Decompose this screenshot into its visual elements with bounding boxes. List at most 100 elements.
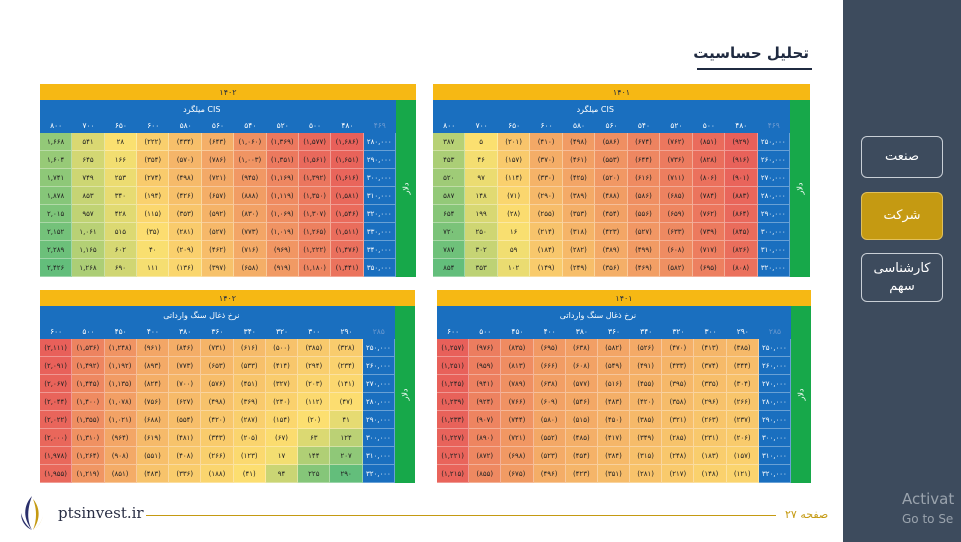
table-cell: (۷۴۴) <box>501 411 534 429</box>
row-label: ۲۵۰,۰۰۰ <box>758 339 791 357</box>
column-header-cell: ۷۰۰ <box>465 118 498 133</box>
table-cell: (۶۲۷) <box>169 393 202 411</box>
table-cell: (۱,۱۳۵) <box>104 375 137 393</box>
table-cell: ۵۲۰ <box>433 169 466 187</box>
table-cell: (۱,۲۳۳) <box>437 411 470 429</box>
sensitivity-table-1401-rebar: ۱۴۰۱ دلار میلگرد CIS ۸۰۰ ۷۰۰ ۶۵۰ ۶۰۰ ۵۸۰ ۵۶۰ ۵۴۰ ۵… <box>433 84 810 277</box>
table-cell: (۲,۰۲۲) <box>40 411 73 429</box>
table-cell: (۷۱۱) <box>660 169 693 187</box>
table-cell: ۱۶۶ <box>104 151 138 169</box>
table-cell: ۶۹۰ <box>104 259 138 277</box>
table-column-header: ۶۰۰ ۵۰۰ ۴۵۰ ۴۰۰ ۳۸۰ ۳۶۰ ۳۴۰ ۳۲۰ ۳۰۰ ۲۹۰ ۲۸۵ <box>437 324 792 339</box>
table-cell: (۳۱۸) <box>562 223 596 241</box>
column-header-cell: ۶۵۰ <box>104 118 138 133</box>
table-cell: (۱,۲۲۷) <box>437 429 470 447</box>
table-cell: (۸۱۳) <box>501 357 534 375</box>
table-column-header: ۸۰۰ ۷۰۰ ۶۵۰ ۶۰۰ ۵۸۰ ۵۶۰ ۵۴۰ ۵۲۰ ۵۰۰ ۴۸۰ ۴۶۹ <box>433 118 790 133</box>
table-cell: (۶۵۷) <box>201 187 235 205</box>
table-cell: (۹۰۷) <box>469 411 502 429</box>
table-cell: ۴۵۳ <box>433 151 466 169</box>
table-cell: (۶۴۴) <box>627 151 661 169</box>
table-cell: ۴۱ <box>330 411 363 429</box>
table-cell: (۱,۶۱۶) <box>331 169 364 187</box>
table-cell: (۷۳۱) <box>201 339 234 357</box>
table-cell: (۳۲۸) <box>330 339 363 357</box>
table-cell: (۱۹۴) <box>137 187 170 205</box>
table-cell: (۹۷۶) <box>469 339 502 357</box>
table-side-label: دلار <box>396 100 416 277</box>
table-cell: (۶۹۵) <box>692 259 726 277</box>
table-cell: ۶۴۵ <box>72 151 105 169</box>
table-cell: (۲۰) <box>298 411 331 429</box>
table-cell: ۱,۶۰۴ <box>40 151 73 169</box>
column-header-cell: ۴۵۰ <box>501 324 534 339</box>
sidebar-button-stock-valuation[interactable]: کارشناسی سهم <box>861 253 943 302</box>
table-year-header: ۱۴۰۱ <box>437 290 811 306</box>
watermark-line-1: Activat <box>902 490 955 508</box>
sidebar-button-label: کارشناسی سهم <box>873 260 931 294</box>
table-cell: ۵ <box>465 133 498 151</box>
table-subtitle: نرخ ذغال سنگ وارداتی <box>437 306 759 324</box>
row-label: ۳۱۰,۰۰۰ <box>363 187 396 205</box>
table-cell: (۴۸۵) <box>565 429 598 447</box>
column-header-corner: ۲۸۵ <box>362 324 395 339</box>
table-cell: (۱۴۹) <box>530 259 563 277</box>
table-cell: (۲۹۰) <box>530 187 563 205</box>
table-body: (۲,۱۱۱) (۱,۵۳۶) (۱,۲۴۸) (۹۶۱) (۸۴۶) (۷۳۱) (۶۱۶… <box>40 339 395 483</box>
column-header-cell: ۸۰۰ <box>40 118 73 133</box>
table-cell: (۳۸۵) <box>726 339 759 357</box>
table-cell: (۲۳۷) <box>726 411 759 429</box>
column-header-cell: ۴۸۰ <box>331 118 364 133</box>
sidebar-button-industry[interactable]: صنعت <box>861 136 943 178</box>
table-cell: (۴۶۹) <box>627 259 661 277</box>
table-cell: ۱,۰۶۱ <box>72 223 105 241</box>
column-header-cell: ۶۰۰ <box>437 324 470 339</box>
table-cell: (۴۹۶) <box>533 465 566 483</box>
table-cell: (۳۴۳) <box>201 429 234 447</box>
table-cell: (۴۳۳) <box>662 357 695 375</box>
table-cell: ۱۹۹ <box>465 205 498 223</box>
table-cell: ۱,۷۴۱ <box>40 169 73 187</box>
table-cell: (۶۸۵) <box>660 187 693 205</box>
table-cell: (۶۱۶) <box>627 169 661 187</box>
table-cell: (۵۵۱) <box>136 447 170 465</box>
site-url: ptsinvest.ir <box>58 504 144 522</box>
column-header-cell: ۵۰۰ <box>298 118 332 133</box>
table-cell: (۸۹۰) <box>469 429 502 447</box>
table-cell: (۹۱۶) <box>725 151 758 169</box>
table-cell: ۱۰۲ <box>497 259 531 277</box>
table-cell: (۳۹۵) <box>662 375 695 393</box>
table-cell: (۱,۴۹۲) <box>72 357 105 375</box>
table-cell: (۴۵۴) <box>565 447 598 465</box>
sidebar-button-company[interactable]: شرکت <box>861 192 943 240</box>
table-cell: (۳۲۱) <box>662 411 695 429</box>
table-cell: (۸۸۸) <box>234 187 267 205</box>
table-cell: (۲۹۴) <box>298 357 331 375</box>
table-cell: (۶۵۸) <box>234 259 267 277</box>
table-cell: (۳۵۴) <box>137 151 170 169</box>
table-cell: (۱۸۳) <box>694 447 727 465</box>
table-cell: (۸۳۵) <box>501 339 534 357</box>
table-cell: ۷۸۷ <box>433 241 466 259</box>
table-cell: (۱,۰۲۱) <box>104 411 137 429</box>
table-cell: (۲,۰۴۴) <box>40 393 73 411</box>
table-cell: (۱۸۸) <box>201 465 234 483</box>
row-label: ۳۵۰,۰۰۰ <box>363 259 396 277</box>
table-cell: (۳۷۴) <box>694 357 727 375</box>
table-cell: (۷۱) <box>497 187 531 205</box>
table-cell: (۲۱۷) <box>662 465 695 483</box>
table-cell: (۸۳۰) <box>234 205 267 223</box>
table-cell: (۹۶۱) <box>136 339 170 357</box>
side-label-text: دلار <box>795 182 805 195</box>
table-cell: (۱,۲۵۱) <box>437 357 470 375</box>
table-cell: (۱,۱۱۹) <box>266 187 299 205</box>
table-cell: (۱,۶۵۱) <box>331 151 364 169</box>
table-cell: (۱,۳۵۰) <box>298 187 332 205</box>
table-cell: ۷۲۰ <box>433 223 466 241</box>
table-cell: (۴۱۷) <box>597 429 631 447</box>
row-label: ۳۲۰,۰۰۰ <box>362 465 395 483</box>
table-cell: ۲۲۵ <box>298 465 331 483</box>
table-cell: ۲,۰۱۵ <box>40 205 73 223</box>
table-cell: (۵۱۵) <box>565 411 598 429</box>
table-cell: (۴۰۸) <box>169 447 202 465</box>
